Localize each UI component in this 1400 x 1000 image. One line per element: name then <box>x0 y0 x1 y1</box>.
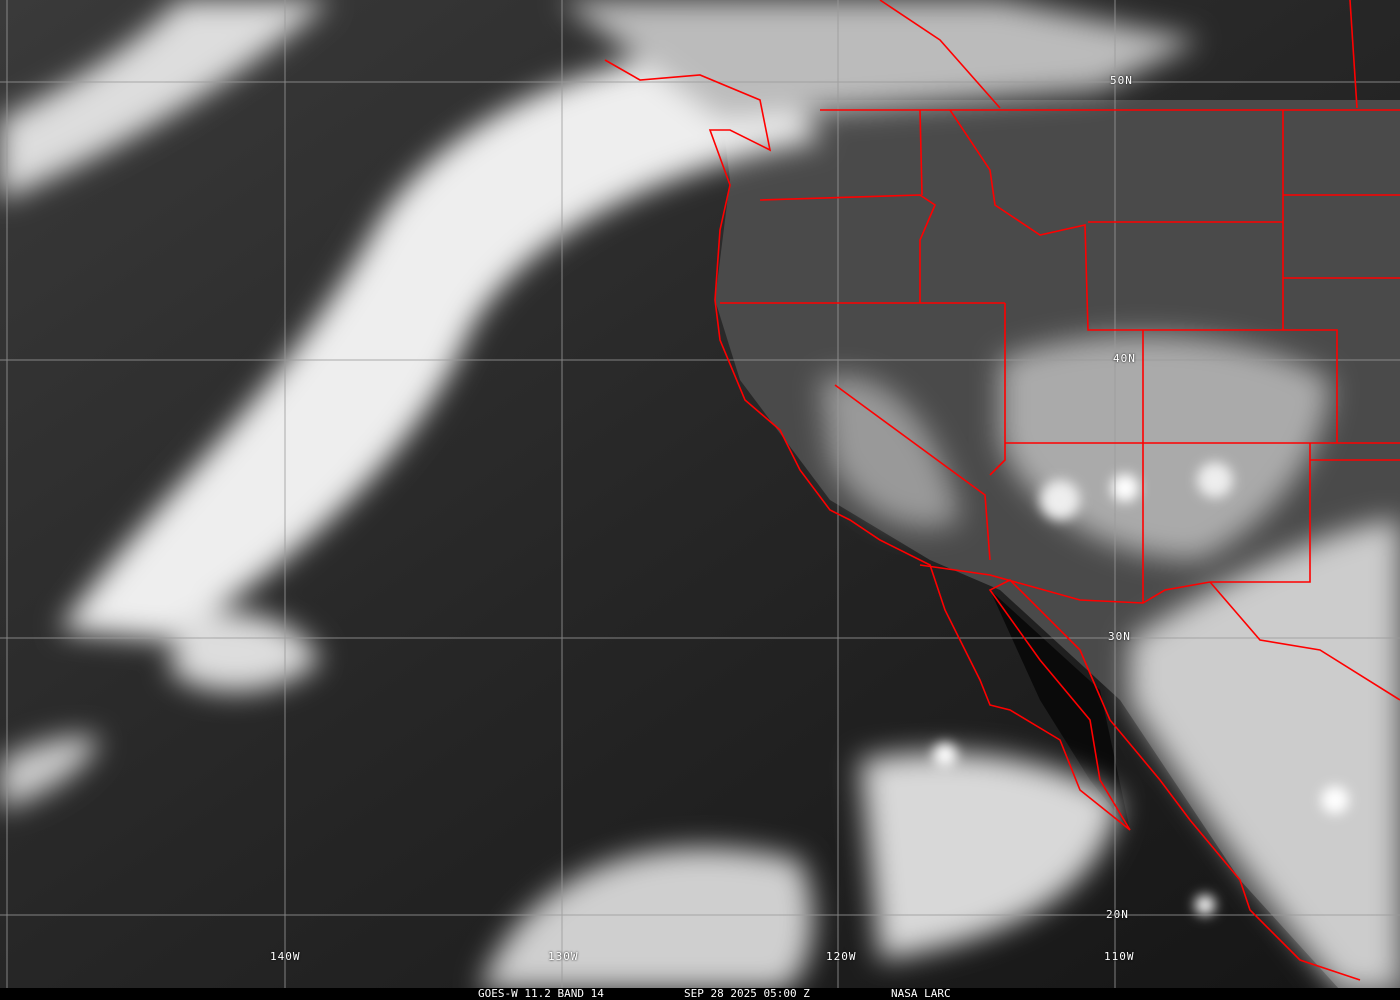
lon-label-110w: 110W <box>1104 950 1135 963</box>
lat-label-40n: 40N <box>1113 352 1136 365</box>
lon-label-120w: 120W <box>826 950 857 963</box>
gulf-of-california <box>990 590 1130 830</box>
lat-label-30n: 30N <box>1108 630 1131 643</box>
lon-label-140w: 140W <box>270 950 301 963</box>
coastline <box>604 59 1361 981</box>
lon-label-130w: 130W <box>548 950 579 963</box>
lat-label-20n: 20N <box>1106 908 1129 921</box>
lat-label-50n: 50N <box>1110 74 1133 87</box>
political-borders <box>604 0 1400 981</box>
satellite-band-label: GOES-W 11.2 BAND 14 <box>478 987 604 1000</box>
datetime-label: SEP 28 2025 05:00 Z <box>684 987 810 1000</box>
cloud-cells <box>933 462 1349 915</box>
source-label: NASA LARC <box>891 987 951 1000</box>
caption-bar: GOES-W 11.2 BAND 14 SEP 28 2025 05:00 Z … <box>0 988 1400 1000</box>
